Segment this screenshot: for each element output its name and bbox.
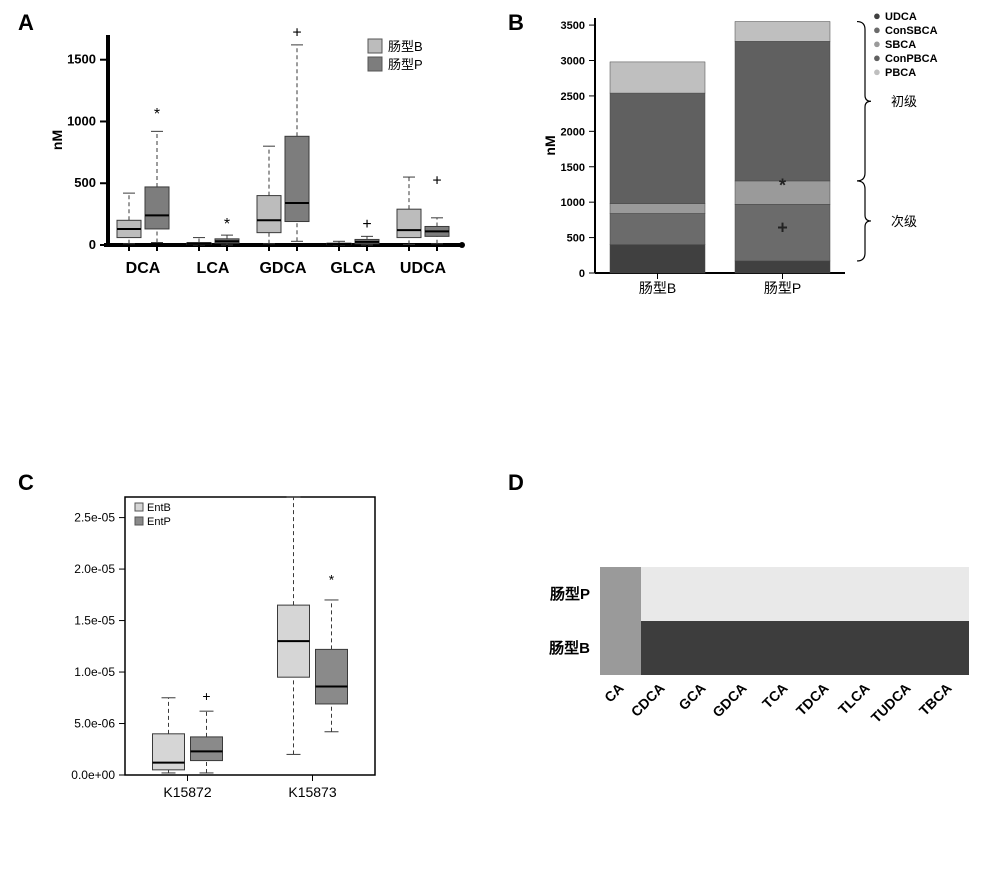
svg-text:●: ● — [873, 36, 881, 51]
svg-text:5.0e-06: 5.0e-06 — [74, 717, 115, 731]
svg-text:SBCA: SBCA — [885, 39, 916, 51]
svg-text:TLCA: TLCA — [835, 680, 873, 718]
svg-text:2.5e-05: 2.5e-05 — [74, 511, 115, 525]
svg-text:TDCA: TDCA — [793, 680, 832, 719]
svg-text:nM: nM — [49, 130, 65, 150]
svg-text:0: 0 — [89, 237, 96, 252]
svg-text:肠型B: 肠型B — [639, 280, 676, 296]
svg-text:1500: 1500 — [561, 162, 585, 174]
svg-text:GCA: GCA — [675, 680, 708, 713]
svg-text:肠型P: 肠型P — [388, 57, 423, 72]
svg-text:TCA: TCA — [759, 680, 791, 712]
svg-text:肠型B: 肠型B — [388, 39, 423, 54]
svg-text:+: + — [292, 24, 301, 41]
svg-text:nM: nM — [542, 135, 558, 155]
svg-text:0.0e+00: 0.0e+00 — [71, 768, 115, 782]
panel-d-label: D — [508, 470, 524, 496]
svg-text:CA: CA — [601, 680, 627, 706]
svg-text:+: + — [777, 217, 788, 237]
svg-text:K15872: K15872 — [163, 784, 211, 800]
svg-text:1500: 1500 — [67, 52, 96, 67]
svg-text:+: + — [432, 173, 441, 190]
svg-text:2500: 2500 — [561, 91, 585, 103]
svg-text:TUDCA: TUDCA — [868, 680, 914, 726]
panel-a-label: A — [18, 10, 34, 36]
svg-text:次级: 次级 — [891, 214, 917, 229]
svg-text:UDCA: UDCA — [885, 11, 917, 23]
svg-text:EntB: EntB — [147, 502, 171, 514]
svg-text:1.5e-05: 1.5e-05 — [74, 614, 115, 628]
figure-canvas: 050010001500nM*DCA*LCA+GDCA+GLCA+UDCA肠型B… — [0, 0, 1000, 886]
svg-text:TBCA: TBCA — [916, 680, 955, 719]
svg-text:GLCA: GLCA — [330, 260, 376, 277]
svg-text:PBCA: PBCA — [885, 67, 916, 79]
panel-c-label: C — [18, 470, 34, 496]
svg-text:*: * — [154, 106, 160, 123]
svg-text:LCA: LCA — [197, 260, 230, 277]
svg-text:0: 0 — [579, 268, 585, 280]
svg-text:GDCA: GDCA — [709, 680, 749, 720]
svg-text:GDCA: GDCA — [259, 260, 307, 277]
panel-b-label: B — [508, 10, 524, 36]
svg-text:肠型P: 肠型P — [764, 280, 801, 296]
panel-d-heatmap: 肠型P 肠型B CACDCAGCAGDCA TCATDCATLCATUDCATBCA — [549, 567, 969, 726]
panel-b-stackedbar: 0 500 1000 1500 2000 2500 3000 3500 nM 肠型B * + 肠型P ● U… — [542, 8, 938, 296]
svg-text:1000: 1000 — [67, 113, 96, 128]
svg-text:●: ● — [873, 64, 881, 79]
svg-text:*: * — [779, 176, 786, 196]
svg-text:3500: 3500 — [561, 20, 585, 32]
svg-text:●: ● — [873, 50, 881, 65]
svg-text:ConPBCA: ConPBCA — [885, 53, 938, 65]
panel-a-boxplot: 0 500 1000 1500 nM * DCA * LCA + GDCA + GLCA + UDCA 肠型B… — [49, 24, 465, 277]
svg-text:2000: 2000 — [561, 126, 585, 138]
svg-text:2.0e-05: 2.0e-05 — [74, 562, 115, 576]
svg-text:●: ● — [873, 22, 881, 37]
svg-text:500: 500 — [567, 233, 585, 245]
svg-text:●: ● — [873, 8, 881, 23]
svg-text:DCA: DCA — [126, 260, 161, 277]
svg-text:500: 500 — [74, 175, 96, 190]
svg-text:+: + — [362, 216, 371, 233]
svg-text:肠型B: 肠型B — [549, 639, 590, 657]
svg-text:CDCA: CDCA — [628, 680, 668, 720]
svg-text:3000: 3000 — [561, 56, 585, 68]
svg-text:UDCA: UDCA — [400, 260, 447, 277]
svg-text:1.0e-05: 1.0e-05 — [74, 665, 115, 679]
svg-text:+: + — [202, 688, 210, 704]
svg-text:肠型P: 肠型P — [550, 585, 590, 603]
svg-text:ConSBCA: ConSBCA — [885, 25, 938, 37]
svg-text:EntP: EntP — [147, 516, 171, 528]
svg-text:1000: 1000 — [561, 197, 585, 209]
panel-c-boxplot: 0.0e+00 5.0e-06 1.0e-05 1.5e-05 2.0e-05 2.5e-… — [71, 497, 375, 800]
svg-text:*: * — [329, 572, 335, 588]
svg-text:初级: 初级 — [891, 94, 917, 109]
svg-text:*: * — [224, 216, 230, 233]
svg-text:K15873: K15873 — [288, 784, 336, 800]
